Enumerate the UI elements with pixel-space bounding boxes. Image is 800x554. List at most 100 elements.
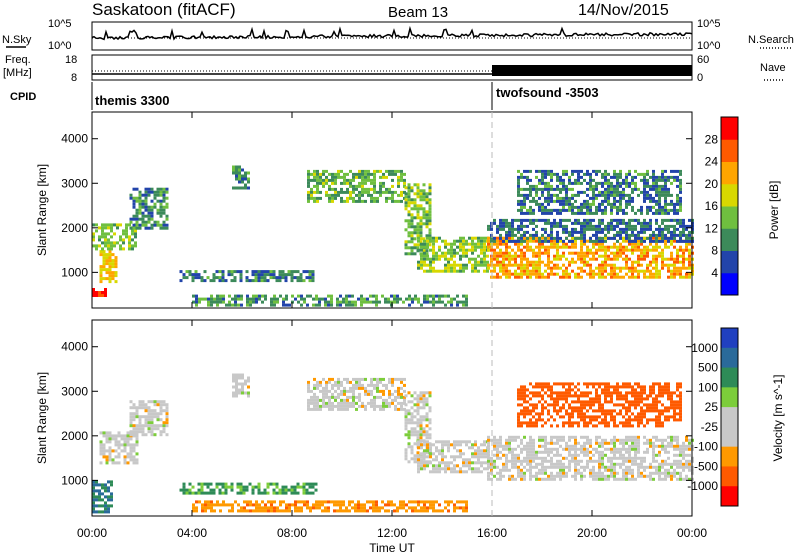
- data-cell: [95, 510, 98, 514]
- data-cell: [410, 400, 414, 404]
- data-cell: [613, 453, 616, 457]
- data-cell: [108, 452, 112, 456]
- data-cell: [376, 377, 379, 381]
- data-cell: [529, 169, 532, 173]
- data-cell: [499, 251, 502, 255]
- data-cell: [601, 202, 604, 206]
- data-cell: [358, 380, 361, 384]
- data-cell: [592, 227, 595, 231]
- data-cell: [688, 251, 691, 255]
- data-cell: [649, 227, 652, 231]
- data-cell: [325, 193, 328, 197]
- data-cell: [646, 227, 649, 231]
- data-cell: [410, 249, 414, 253]
- data-cell: [526, 236, 529, 240]
- data-cell: [637, 257, 640, 261]
- data-cell: [640, 391, 643, 395]
- data-cell: [634, 459, 637, 463]
- data-cell: [239, 482, 243, 486]
- data-cell: [571, 459, 574, 463]
- data-cell: [544, 230, 547, 234]
- data-cell: [580, 415, 583, 419]
- data-cell: [496, 441, 499, 445]
- data-cell: [580, 391, 583, 395]
- data-cell: [514, 465, 517, 469]
- data-cell: [107, 241, 110, 245]
- data-cell: [379, 380, 382, 384]
- data-cell: [616, 275, 619, 279]
- data-cell: [400, 401, 403, 405]
- data-cell: [607, 424, 610, 428]
- data-cell: [667, 190, 670, 194]
- data-cell: [204, 500, 207, 504]
- data-cell: [364, 404, 367, 408]
- data-cell: [325, 178, 328, 182]
- data-cell: [471, 251, 474, 255]
- data-cell: [435, 458, 438, 462]
- data-cell: [625, 236, 628, 240]
- data-cell: [631, 391, 634, 395]
- data-cell: [670, 263, 673, 267]
- data-cell: [625, 474, 628, 478]
- data-cell: [379, 395, 382, 399]
- data-cell: [556, 175, 559, 179]
- data-cell: [634, 406, 637, 410]
- data-cell: [305, 488, 309, 492]
- data-cell: [577, 178, 580, 182]
- data-cell: [459, 245, 462, 249]
- data-cell: [583, 260, 586, 264]
- data-cell: [625, 230, 628, 234]
- data-cell: [123, 437, 127, 441]
- data-cell: [565, 382, 568, 386]
- data-cell: [422, 210, 426, 214]
- data-cell: [483, 440, 486, 444]
- data-cell: [385, 169, 388, 173]
- data-cell: [92, 483, 95, 487]
- data-cell: [628, 257, 631, 261]
- data-cell: [517, 418, 520, 422]
- data-cell: [238, 373, 241, 377]
- data-cell: [450, 300, 453, 304]
- data-cell: [313, 169, 316, 173]
- data-cell: [345, 294, 348, 298]
- data-cell: [153, 190, 157, 194]
- data-cell: [664, 187, 667, 191]
- data-cell: [607, 394, 610, 398]
- data-cell: [120, 449, 124, 453]
- data-cell: [679, 403, 682, 407]
- data-cell: [373, 386, 376, 390]
- data-cell: [556, 254, 559, 258]
- data-cell: [462, 470, 465, 474]
- data-cell: [631, 468, 634, 472]
- data-cell: [487, 248, 490, 252]
- data-cell: [547, 181, 550, 185]
- data-cell: [676, 218, 679, 222]
- data-cell: [241, 177, 244, 181]
- data-cell: [410, 198, 414, 202]
- data-cell: [312, 297, 315, 301]
- data-cell: [316, 398, 319, 402]
- data-cell: [607, 178, 610, 182]
- data-cell: [631, 175, 634, 179]
- data-cell: [544, 275, 547, 279]
- data-cell: [505, 465, 508, 469]
- data-cell: [105, 253, 109, 257]
- data-cell: [559, 477, 562, 481]
- data-cell: [447, 263, 450, 267]
- data-cell: [508, 450, 511, 454]
- data-cell: [547, 218, 550, 222]
- data-cell: [544, 471, 547, 475]
- data-cell: [637, 441, 640, 445]
- data-cell: [655, 435, 658, 439]
- data-cell: [331, 407, 334, 411]
- data-cell: [165, 223, 169, 227]
- data-cell: [664, 227, 667, 231]
- data-cell: [230, 270, 234, 274]
- data-cell: [206, 482, 210, 486]
- data-cell: [413, 460, 417, 464]
- data-cell: [562, 397, 565, 401]
- data-cell: [456, 470, 459, 474]
- data-cell: [619, 230, 622, 234]
- data-cell: [234, 297, 237, 301]
- data-cell: [547, 394, 550, 398]
